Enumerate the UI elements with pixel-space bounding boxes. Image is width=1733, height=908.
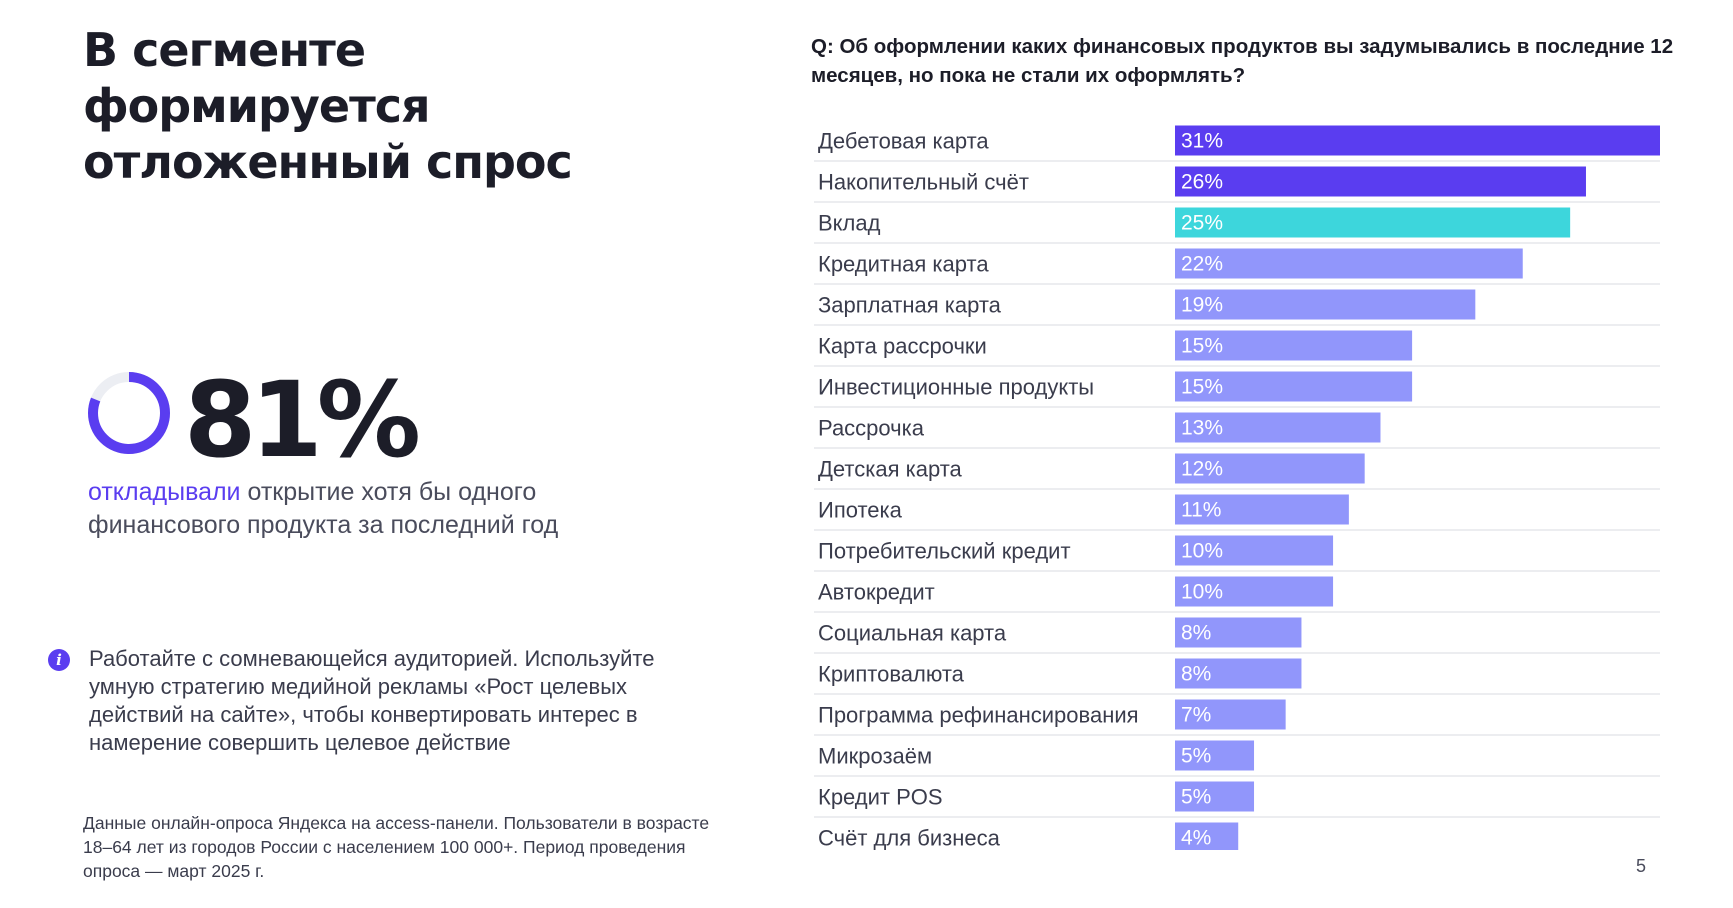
category-label: Инвестиционные продукты (818, 375, 1094, 400)
data-label: 31% (1181, 130, 1223, 153)
category-label: Микрозаём (818, 744, 932, 769)
category-label: Дебетовая карта (818, 129, 989, 154)
bar (1175, 248, 1523, 279)
stat-caption-rest: открытие хотя бы одного финансового прод… (88, 478, 559, 539)
footnote: Данные онлайн-опроса Яндекса на access-п… (83, 813, 710, 881)
category-label: Вклад (818, 211, 881, 236)
bar (1175, 658, 1302, 689)
data-label: 5% (1181, 745, 1211, 768)
data-label: 15% (1181, 335, 1223, 358)
page-number: 5 (1636, 856, 1647, 876)
category-label: Карта рассрочки (818, 334, 987, 359)
data-label: 25% (1181, 212, 1223, 235)
data-label: 15% (1181, 376, 1223, 399)
category-label: Программа рефинансирования (818, 703, 1139, 728)
category-label: Потребительский кредит (818, 539, 1071, 564)
category-label: Ипотека (818, 498, 903, 523)
stat-caption-accent: откладывали (88, 478, 241, 506)
bar (1175, 535, 1334, 566)
data-label: 4% (1181, 827, 1211, 850)
chart-title: Q: Об оформлении каких финансовых продук… (811, 35, 1674, 87)
bar (1175, 412, 1381, 443)
bar (1175, 166, 1586, 197)
bar (1175, 576, 1334, 607)
data-label: 11% (1181, 499, 1221, 522)
data-label: 10% (1181, 581, 1223, 604)
data-label: 19% (1181, 294, 1223, 317)
page-title: В сегменте формируется отложенный спрос (83, 23, 573, 189)
data-label: 26% (1181, 171, 1223, 194)
stat-value: 81% (184, 359, 421, 481)
data-label: 8% (1181, 663, 1211, 686)
bar (1175, 330, 1413, 361)
bar (1175, 125, 1660, 156)
info-icon: i (48, 649, 70, 671)
data-label: 13% (1181, 417, 1223, 440)
bar (1175, 207, 1571, 238)
tip-text: Работайте с сомневающейся аудиторией. Ис… (89, 646, 655, 755)
bar (1175, 781, 1255, 812)
category-label: Криптовалюта (818, 662, 965, 687)
bar (1175, 822, 1239, 850)
data-label: 12% (1181, 458, 1223, 481)
category-label: Кредит POS (818, 785, 943, 810)
category-label: Счёт для бизнеса (818, 826, 1001, 851)
bar (1175, 371, 1413, 402)
category-label: Зарплатная карта (818, 293, 1002, 318)
bar (1175, 740, 1255, 771)
category-label: Рассрочка (818, 416, 925, 441)
data-label: 7% (1181, 704, 1211, 727)
stat-caption: откладывали открытие хотя бы одного фина… (88, 476, 648, 542)
bar (1175, 494, 1349, 525)
data-label: 10% (1181, 540, 1223, 563)
bar (1175, 289, 1476, 320)
data-label: 8% (1181, 622, 1211, 645)
progress-ring (88, 372, 170, 454)
category-label: Детская карта (818, 457, 963, 482)
category-label: Накопительный счёт (818, 170, 1029, 195)
category-label: Социальная карта (818, 621, 1007, 646)
bar (1175, 453, 1365, 484)
category-label: Автокредит (818, 580, 935, 605)
progress-ring-fill (88, 372, 170, 454)
data-label: 5% (1181, 786, 1211, 809)
bar (1175, 699, 1286, 730)
category-label: Кредитная карта (818, 252, 989, 277)
data-label: 22% (1181, 253, 1223, 276)
bar (1175, 617, 1302, 648)
bar-chart: Дебетовая карта 31% Накопительный счёт 26% В… (814, 125, 1660, 851)
